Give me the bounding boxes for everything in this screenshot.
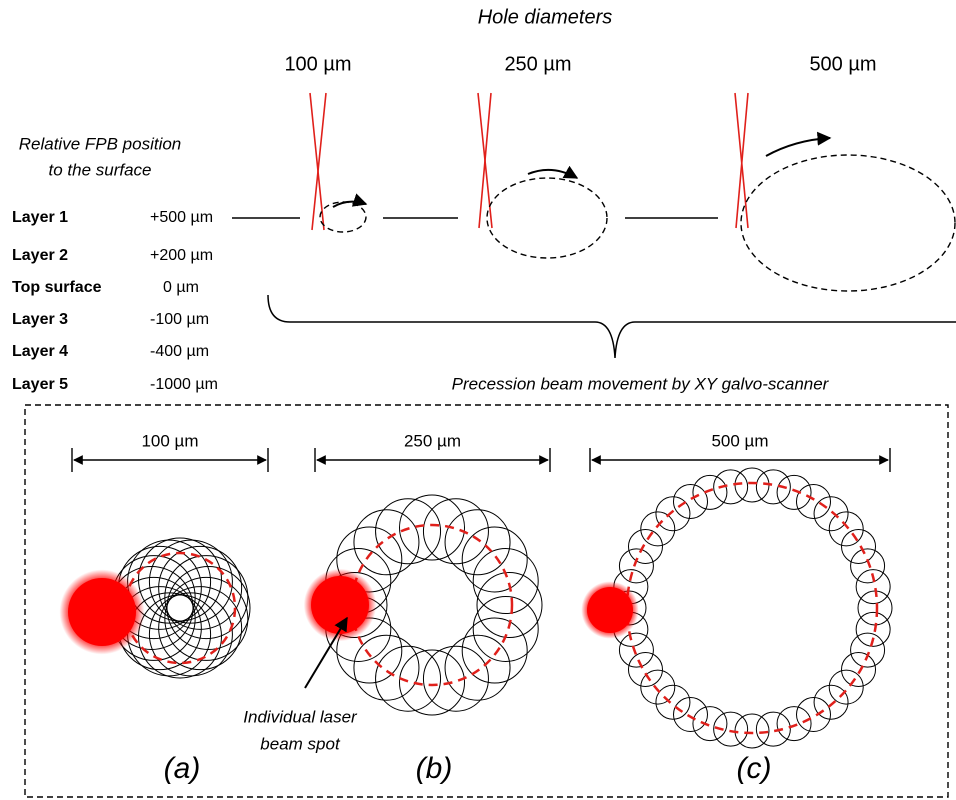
hole-diameter: 500 µm [809, 53, 876, 75]
spot-circle [692, 474, 728, 510]
layer-position: 0 µm [163, 279, 199, 296]
layer-name: Layer 2 [12, 247, 68, 264]
position-label: Relative FPB position [19, 134, 182, 153]
spot-circle [138, 594, 222, 679]
layer-position: +200 µm [150, 247, 213, 264]
spot-circle [796, 697, 831, 733]
spot-circle [422, 645, 489, 712]
spot-circle [422, 498, 489, 565]
spot-circle [813, 496, 849, 532]
spot-circle [776, 706, 812, 742]
spot-circle [148, 592, 233, 677]
spot-circle [461, 526, 528, 593]
brace [267, 294, 956, 359]
spot-circle [164, 555, 249, 640]
layer-name: Layer 5 [12, 376, 68, 393]
panel-frame [24, 404, 949, 798]
spot-circle [841, 529, 877, 564]
spot-circle [841, 652, 877, 687]
spot-circle [461, 617, 528, 684]
spot-circle [444, 634, 511, 701]
spot-circle [138, 537, 222, 622]
layer-name: Layer 3 [12, 311, 68, 328]
spot-circle [444, 509, 511, 576]
spot-circle [755, 711, 791, 747]
panels: 100 µm (a) 250 µm (b) 500 µm (c) [59, 431, 893, 785]
layer-position: +500 µm [150, 209, 213, 226]
spot-circle [850, 632, 886, 668]
spot-circle [476, 572, 543, 638]
precession-paths [319, 154, 956, 292]
spot-circle [353, 509, 420, 576]
panel-label: (a) [164, 752, 201, 785]
dimension-label: 100 µm [141, 431, 198, 450]
spot-circle [828, 511, 864, 547]
spot-circle [655, 684, 691, 720]
layer-list: Layer 1 +500 µm Layer 2 +200 µm Top surface 0… [12, 209, 218, 393]
panel-label: (b) [416, 752, 453, 785]
spot-circle [713, 469, 749, 505]
annotation: Individual laser [243, 707, 358, 726]
spot-circle [640, 669, 676, 705]
spot-circle [618, 632, 654, 668]
laser-spot [68, 578, 136, 646]
title: Hole diameters [478, 6, 613, 28]
spot-circle [148, 539, 233, 624]
spot-circle [855, 569, 891, 605]
spot-circle [673, 483, 708, 519]
layer-position: -100 µm [150, 311, 209, 328]
spot-circle [796, 483, 831, 519]
spot-circle [776, 474, 812, 510]
panel-label: (c) [737, 752, 772, 785]
spot-circle [375, 645, 442, 712]
spot-circle [353, 634, 420, 701]
layer-name: Layer 1 [12, 209, 68, 226]
spot-circle [399, 649, 465, 716]
hole-diameter: 250 µm [504, 53, 571, 75]
spot-circle [472, 595, 539, 662]
spot-path [350, 523, 514, 687]
spot-circle [850, 548, 886, 584]
spot-circle [713, 711, 749, 747]
spot-circle [158, 586, 243, 671]
dimension-label: 500 µm [711, 431, 768, 450]
spot-circle [855, 611, 891, 647]
spot-circle [375, 498, 442, 565]
spot-circle [166, 566, 251, 650]
spot-path [625, 481, 879, 735]
annotation: beam spot [260, 734, 341, 753]
annotation-arrow [304, 616, 348, 689]
spot-circle [640, 511, 676, 547]
spot-circle [618, 548, 654, 584]
spot-circle [655, 496, 691, 532]
laser-spot [587, 587, 633, 633]
layer-position: -1000 µm [150, 376, 218, 393]
layer-name: Top surface [12, 279, 102, 296]
precession-label: Precession beam movement by XY galvo-sca… [452, 374, 830, 393]
rotation-arrows [332, 131, 832, 208]
dimension-label: 250 µm [404, 431, 461, 450]
spot-circle [627, 652, 663, 687]
spot-circle [627, 529, 663, 564]
spot-circle [755, 469, 791, 505]
spot-circle [813, 684, 849, 720]
position-label: to the surface [48, 160, 151, 179]
hole-diameter: 100 µm [284, 53, 351, 75]
spot-circle [472, 548, 539, 615]
spot-circle [164, 576, 249, 661]
spot-circle [673, 697, 708, 733]
laser-spot [311, 576, 369, 634]
spot-circle [828, 669, 864, 705]
spot-circle [692, 706, 728, 742]
layer-name: Layer 4 [12, 343, 68, 360]
focused-beams [309, 92, 749, 231]
layer-position: -400 µm [150, 343, 209, 360]
spot-circle [158, 545, 243, 630]
spot-circle [399, 494, 465, 561]
